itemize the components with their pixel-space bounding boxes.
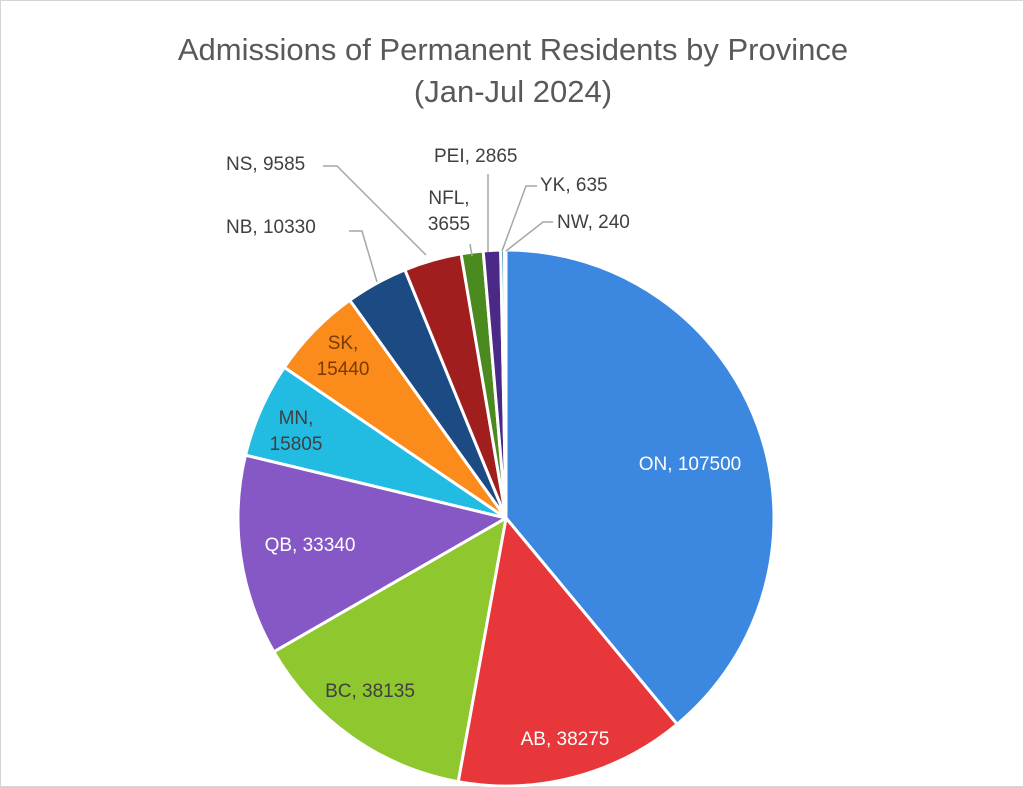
data-label-ab: AB, 38275 [521, 729, 610, 750]
pie-slice-on [504, 248, 776, 726]
data-label-pei: PEI, 2865 [434, 146, 517, 167]
data-label-yk: YK, 635 [540, 175, 608, 196]
data-label-nb: NB, 10330 [226, 217, 316, 238]
leader-line-nfl [469, 243, 473, 257]
leader-line-ns [323, 165, 427, 256]
data-label-qb: QB, 33340 [265, 535, 356, 556]
data-label-nw: NW, 240 [557, 212, 630, 233]
leader-line-yk [501, 185, 537, 252]
chart-subtitle: (Jan-Jul 2024) [413, 74, 613, 109]
pie-slice-nw [503, 248, 508, 520]
data-label-ns: NS, 9585 [226, 154, 305, 175]
chart-title-block: Admissions of Permanent Residents by Pro… [1, 29, 1024, 113]
pie-slice-ab [456, 516, 679, 787]
leader-line-nw [505, 221, 553, 252]
data-label-mn: MN, 15805 [270, 408, 323, 455]
data-label-bc: BC, 38135 [325, 681, 415, 702]
pie-slice-qb [236, 453, 508, 654]
leader-line-nb [349, 230, 378, 283]
data-label-sk: SK, 15440 [317, 333, 370, 380]
data-label-nfl: NFL, 3655 [428, 188, 470, 235]
data-label-on: ON, 107500 [639, 454, 741, 475]
chart-title: Admissions of Permanent Residents by Pro… [177, 32, 849, 67]
pie-slice-bc [272, 516, 508, 784]
